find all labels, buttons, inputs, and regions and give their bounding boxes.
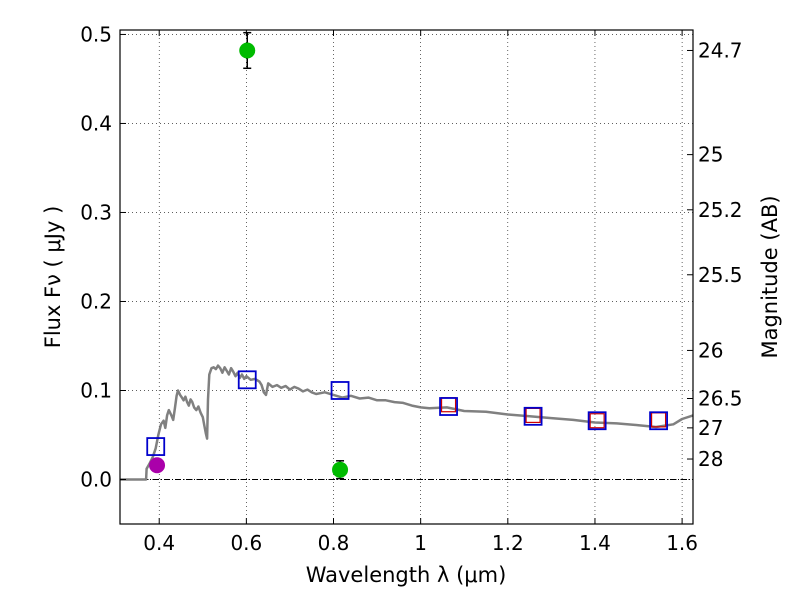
y-tick-label: 0.0 xyxy=(80,467,112,491)
upper-limit-point xyxy=(149,457,166,474)
synthetic-photometry-square xyxy=(237,370,257,390)
x-tick-label: 1.6 xyxy=(666,531,698,555)
right-tick-label: 26.5 xyxy=(698,386,743,410)
plot-frame xyxy=(119,29,694,525)
y-tick-label: 0.3 xyxy=(80,200,112,224)
y-axis-label: Flux Fν ( μJy ) xyxy=(41,206,65,349)
x-axis-label: Wavelength λ (μm) xyxy=(306,563,507,587)
y-tick-label: 0.1 xyxy=(80,378,112,402)
measured-photometry-square xyxy=(589,413,605,429)
model-spectrum-line xyxy=(120,364,694,481)
axis-ticks: 0.4 0.6 0.8 1 1.2 1.4 1.6 0.0 0.1 0.2 0.3 0.4 0.5 24.… xyxy=(80,22,742,555)
right-axis-label: Magnitude (AB) xyxy=(758,195,782,358)
x-tick-label: 0.4 xyxy=(143,531,175,555)
right-tick-label: 25.2 xyxy=(698,198,743,222)
right-tick-label: 28 xyxy=(698,447,723,471)
y-tick-label: 0.5 xyxy=(80,22,112,46)
synthetic-photometry xyxy=(146,370,668,456)
right-tick-label: 24.7 xyxy=(698,38,743,62)
synthetic-photometry-square xyxy=(439,397,458,416)
right-tick-label: 27 xyxy=(698,416,723,440)
x-tick-label: 1.2 xyxy=(492,531,524,555)
plot-background xyxy=(120,30,693,524)
right-tick-label: 26 xyxy=(698,338,723,362)
detection-points xyxy=(239,31,349,480)
detection-point xyxy=(332,461,349,478)
y-tick-label: 0.2 xyxy=(80,289,112,313)
synthetic-photometry-square xyxy=(146,437,166,456)
synthetic-photometry-square xyxy=(587,411,607,431)
y-tick-label: 0.4 xyxy=(80,111,112,135)
synthetic-photometry-square xyxy=(523,406,543,426)
x-tick-label: 0.8 xyxy=(318,531,350,555)
x-tick-label: 1.4 xyxy=(579,531,611,555)
x-tick-label: 1 xyxy=(414,531,427,555)
right-tick-label: 25.5 xyxy=(698,263,743,287)
synthetic-photometry-square xyxy=(330,381,350,400)
upper-limit-points xyxy=(149,457,166,474)
synthetic-photometry-square xyxy=(649,411,668,431)
x-tick-label: 0.6 xyxy=(230,531,262,555)
detection-point xyxy=(239,42,256,59)
right-tick-label: 25 xyxy=(698,143,723,167)
